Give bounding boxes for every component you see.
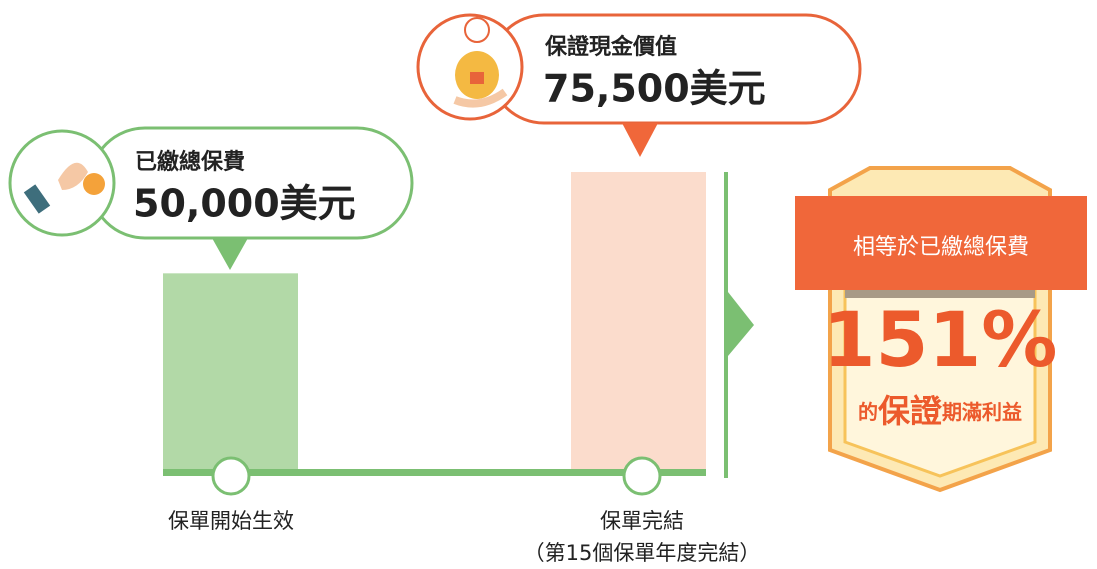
value-label: 50,000美元 (133, 182, 356, 226)
category-note: （第15個保單年度完結） (524, 541, 761, 565)
coin-icon (83, 173, 105, 195)
category-label: 保單完結 (600, 509, 684, 533)
pointer (212, 238, 248, 270)
badge-header: 相等於已繳總保費 (853, 235, 1029, 260)
milestone (624, 458, 660, 494)
caption-highlight: 保證 (878, 392, 943, 430)
dollar-icon (465, 18, 489, 42)
infographic: 已繳總保費 50,000美元 保證現金價值 75,500美元 保單開始生效 保單… (0, 0, 1097, 569)
pointer (622, 123, 658, 157)
badge-percent: 151% (823, 295, 1058, 384)
milestone (213, 458, 249, 494)
caption-suffix: 期滿利益 (942, 400, 1022, 424)
caption-prefix: 的 (858, 400, 878, 424)
category-label: 保單開始生效 (168, 509, 294, 533)
lock-icon (470, 72, 484, 84)
bar (163, 273, 298, 472)
arrow (728, 292, 754, 356)
bar (571, 172, 706, 472)
bar-title: 保證現金價值 (544, 34, 677, 60)
divider (724, 172, 728, 478)
value-label: 75,500美元 (543, 67, 766, 111)
bar-title: 已繳總保費 (135, 149, 245, 175)
